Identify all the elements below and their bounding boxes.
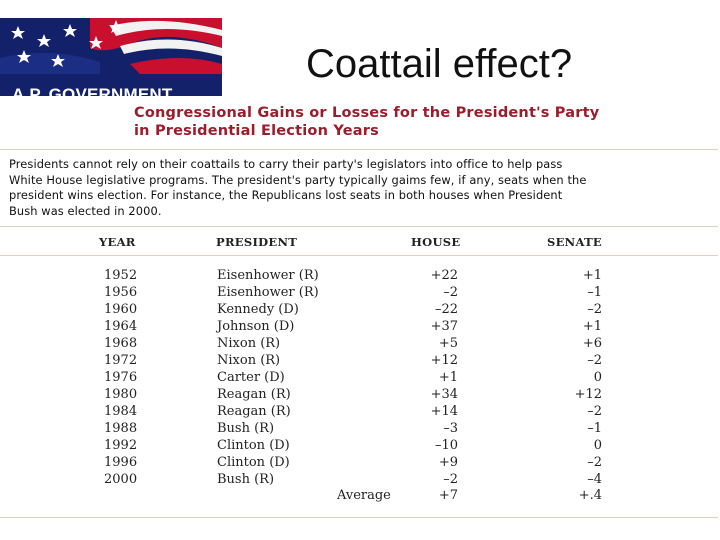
cell-senate: 0 (593, 370, 602, 385)
intro-paragraph: Presidents cannot rely on their coattail… (9, 157, 714, 219)
table-row: 1964 Johnson (D) +37 +1 (0, 318, 720, 335)
cell-house: –2 (443, 285, 458, 300)
cell-year: 1980 (104, 387, 138, 402)
cell-house: –22 (434, 302, 458, 317)
average-label: Average (337, 488, 391, 503)
cell-house: +5 (438, 336, 458, 351)
header-year: YEAR (99, 235, 136, 249)
cell-senate: –1 (587, 285, 602, 300)
cell-president: Eisenhower (R) (217, 285, 319, 300)
average-senate: +.4 (578, 488, 602, 503)
logo-text: A.P. GOVERNMENT (12, 85, 173, 96)
cell-year: 1956 (104, 285, 138, 300)
table-row: 1972 Nixon (R) +12 –2 (0, 352, 720, 369)
cell-senate: +6 (582, 336, 602, 351)
table-row: 1980 Reagan (R) +34 +12 (0, 386, 720, 403)
table-row: 2000 Bush (R) –2 –4 (0, 471, 720, 488)
cell-house: +12 (430, 353, 458, 368)
intro-line: president wins election. For instance, t… (9, 188, 563, 202)
intro-line: Presidents cannot rely on their coattail… (9, 157, 563, 171)
cell-year: 1984 (104, 404, 138, 419)
table-row: 1984 Reagan (R) +14 –2 (0, 403, 720, 420)
cell-senate: –2 (587, 302, 602, 317)
cell-year: 1992 (104, 438, 138, 453)
cell-president: Carter (D) (217, 370, 285, 385)
cell-senate: –2 (587, 455, 602, 470)
divider-bottom (0, 517, 718, 518)
table-row: 1956 Eisenhower (R) –2 –1 (0, 284, 720, 301)
cell-president: Eisenhower (R) (217, 268, 319, 283)
cell-year: 1968 (104, 336, 138, 351)
cell-president: Reagan (R) (217, 404, 291, 419)
ap-government-logo: A.P. GOVERNMENT (0, 18, 222, 96)
cell-senate: +1 (582, 319, 602, 334)
cell-president: Johnson (D) (217, 319, 295, 334)
average-house: +7 (438, 488, 458, 503)
header-senate: SENATE (547, 235, 602, 249)
cell-senate: +12 (574, 387, 602, 402)
cell-year: 1964 (104, 319, 138, 334)
cell-president: Clinton (D) (217, 438, 290, 453)
cell-year: 1988 (104, 421, 138, 436)
table-row: 1976 Carter (D) +1 0 (0, 369, 720, 386)
divider-header (0, 255, 718, 256)
intro-line: Bush was elected in 2000. (9, 203, 162, 218)
slide-title: Coattail effect? (306, 42, 573, 86)
cell-president: Clinton (D) (217, 455, 290, 470)
cell-senate: –4 (587, 472, 602, 487)
cell-senate: –1 (587, 421, 602, 436)
table-row: 1960 Kennedy (D) –22 –2 (0, 301, 720, 318)
cell-year: 1996 (104, 455, 138, 470)
cell-house: –3 (443, 421, 458, 436)
cell-year: 1952 (104, 268, 138, 283)
divider-top (0, 149, 718, 150)
cell-president: Nixon (R) (217, 353, 281, 368)
table-row: 1992 Clinton (D) –10 0 (0, 437, 720, 454)
cell-house: –10 (434, 438, 458, 453)
cell-house: +22 (430, 268, 458, 283)
cell-senate: –2 (587, 353, 602, 368)
header-house: HOUSE (411, 235, 461, 249)
cell-house: +34 (430, 387, 458, 402)
header-president: PRESIDENT (216, 235, 298, 249)
figure-title-line-2: in Presidential Election Years (134, 123, 379, 139)
cell-year: 1976 (104, 370, 138, 385)
table-row: 1988 Bush (R) –3 –1 (0, 420, 720, 437)
cell-senate: –2 (587, 404, 602, 419)
american-flag-icon (0, 18, 222, 96)
figure-title-line-1: Congressional Gains or Losses for the Pr… (134, 105, 600, 121)
cell-year: 2000 (104, 472, 138, 487)
cell-house: –2 (443, 472, 458, 487)
cell-president: Nixon (R) (217, 336, 281, 351)
cell-president: Bush (R) (217, 421, 275, 436)
cell-president: Bush (R) (217, 472, 275, 487)
table-row: 1968 Nixon (R) +5 +6 (0, 335, 720, 352)
cell-house: +14 (430, 404, 458, 419)
cell-house: +9 (438, 455, 458, 470)
cell-year: 1960 (104, 302, 138, 317)
intro-line: White House legislative programs. The pr… (9, 172, 587, 187)
cell-president: Reagan (R) (217, 387, 291, 402)
table-row: 1996 Clinton (D) +9 –2 (0, 454, 720, 471)
cell-house: +1 (438, 370, 458, 385)
cell-house: +37 (430, 319, 458, 334)
divider-middle (0, 226, 718, 227)
cell-year: 1972 (104, 353, 138, 368)
cell-senate: 0 (593, 438, 602, 453)
figure-title: Congressional Gains or Losses for the Pr… (134, 104, 599, 140)
cell-senate: +1 (582, 268, 602, 283)
table-row: 1952 Eisenhower (R) +22 +1 (0, 267, 720, 284)
cell-president: Kennedy (D) (217, 302, 299, 317)
